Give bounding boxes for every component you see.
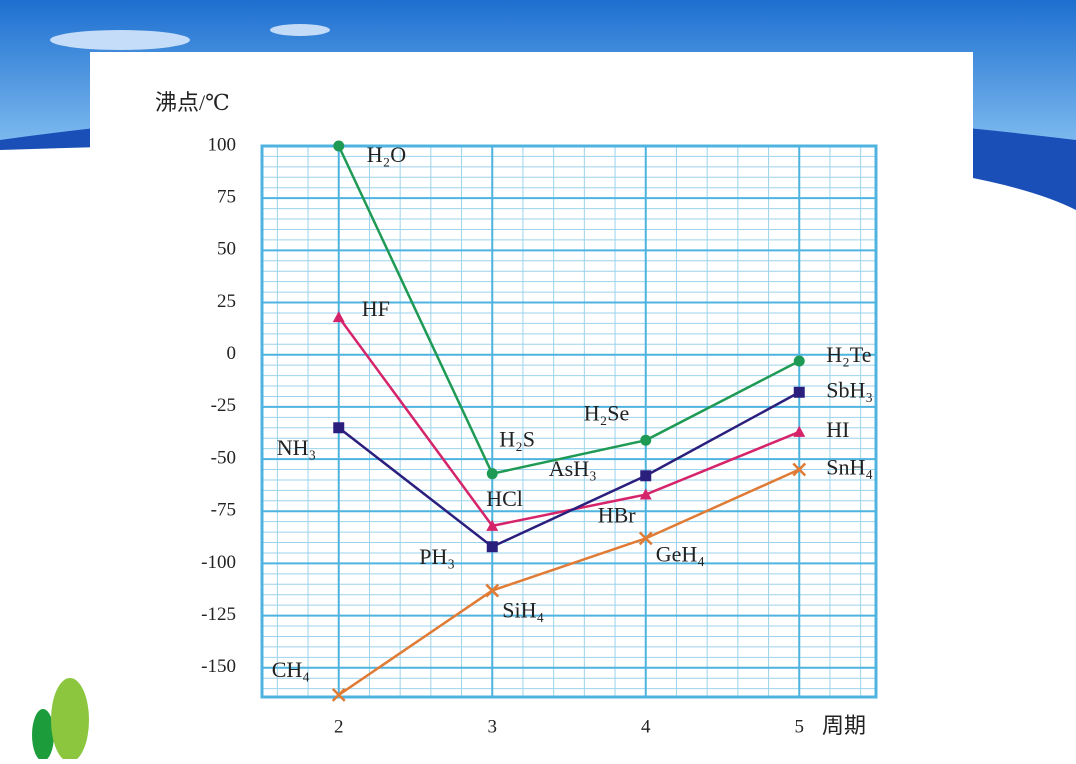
leaf-icon — [32, 709, 54, 761]
point — [639, 488, 652, 500]
point — [331, 688, 346, 702]
point — [333, 422, 345, 434]
y-tick-label: -125 — [201, 604, 236, 625]
point — [793, 386, 805, 398]
y-tick-label: -150 — [201, 656, 236, 677]
x-tick-label: 2 — [334, 716, 344, 737]
point-label: PH₃ — [419, 544, 455, 569]
point-label: H₂S — [499, 427, 535, 452]
y-axis-label: 沸点/℃ — [155, 90, 230, 115]
y-tick-label: -25 — [211, 395, 236, 416]
leaf-icon — [51, 678, 89, 762]
y-tick-label: 75 — [217, 187, 236, 208]
chart-panel — [90, 52, 973, 759]
point-label: SnH₄ — [826, 455, 873, 480]
y-tick-label: 25 — [217, 291, 236, 312]
point-label: HCl — [486, 486, 523, 511]
point-label: SbH₃ — [826, 377, 873, 402]
point-label: HI — [826, 417, 849, 442]
cloud — [270, 24, 330, 36]
point-label: NH₃ — [277, 435, 316, 460]
point-label: AsH₃ — [549, 456, 597, 481]
point — [486, 541, 498, 553]
point — [332, 311, 345, 323]
y-tick-label: 0 — [227, 343, 237, 364]
point — [793, 425, 806, 437]
y-tick-label: -100 — [201, 552, 236, 573]
point — [792, 462, 807, 477]
plot-frame — [260, 144, 878, 699]
point — [640, 470, 652, 482]
point — [793, 355, 805, 367]
series-line — [338, 468, 800, 696]
point-label: H₂Se — [584, 400, 630, 425]
series-line — [337, 145, 800, 476]
point — [486, 468, 498, 480]
point-label: H₂O — [367, 142, 406, 167]
point-label: CH₄ — [272, 657, 310, 682]
point — [486, 519, 499, 531]
point — [640, 434, 652, 446]
y-tick-label: 100 — [208, 134, 237, 155]
point — [638, 531, 653, 546]
y-tick-label: -50 — [211, 447, 236, 468]
point-label: HF — [362, 296, 390, 321]
y-tick-label: -75 — [211, 500, 236, 521]
x-tick-label: 4 — [641, 716, 651, 737]
x-axis-label: 周期 — [822, 713, 866, 738]
x-tick-label: 3 — [488, 716, 498, 737]
y-tick-label: 50 — [217, 239, 236, 260]
x-tick-label: 5 — [795, 716, 805, 737]
cloud — [50, 30, 190, 50]
point-label: H₂Te — [826, 342, 871, 367]
point — [485, 583, 500, 598]
point-label: HBr — [598, 503, 637, 528]
point-label: SiH₄ — [502, 598, 544, 623]
series-line — [337, 391, 800, 549]
point — [333, 140, 345, 152]
point-label: GeH₄ — [656, 541, 705, 566]
